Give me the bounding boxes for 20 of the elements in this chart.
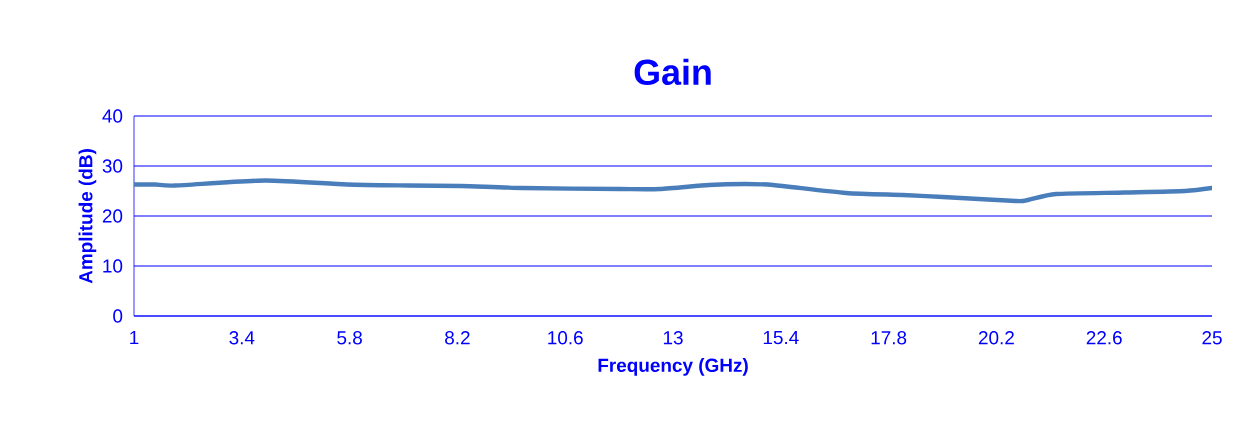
x-tick-label: 8.2 [445, 331, 470, 345]
x-tick-label: 25 [1202, 331, 1222, 345]
x-tick-label: 3.4 [229, 331, 255, 345]
x-tick-label: 10.6 [548, 331, 583, 345]
x-tick-label: 1 [130, 331, 139, 345]
x-tick-label: 15.4 [763, 331, 799, 345]
y-tick-label: 20 [102, 209, 123, 223]
x-tick-label: 13 [663, 331, 683, 345]
y-tick-label: 10 [103, 259, 123, 273]
x-tick-label: 17.8 [871, 331, 907, 345]
x-axis-title: Frequency (GHz) [598, 358, 748, 376]
chart-title: Gain [634, 58, 711, 85]
y-axis-title: Amplitude (dB) [78, 149, 97, 284]
y-tick-label: 40 [102, 109, 123, 123]
x-tick-label: 20.2 [978, 331, 1014, 345]
y-tick-label: 30 [102, 159, 123, 173]
x-tick-label: 22.6 [1086, 331, 1122, 345]
line-series [134, 178, 1213, 204]
x-tick-label: 5.8 [337, 331, 362, 345]
y-tick-label: 0 [113, 309, 123, 323]
